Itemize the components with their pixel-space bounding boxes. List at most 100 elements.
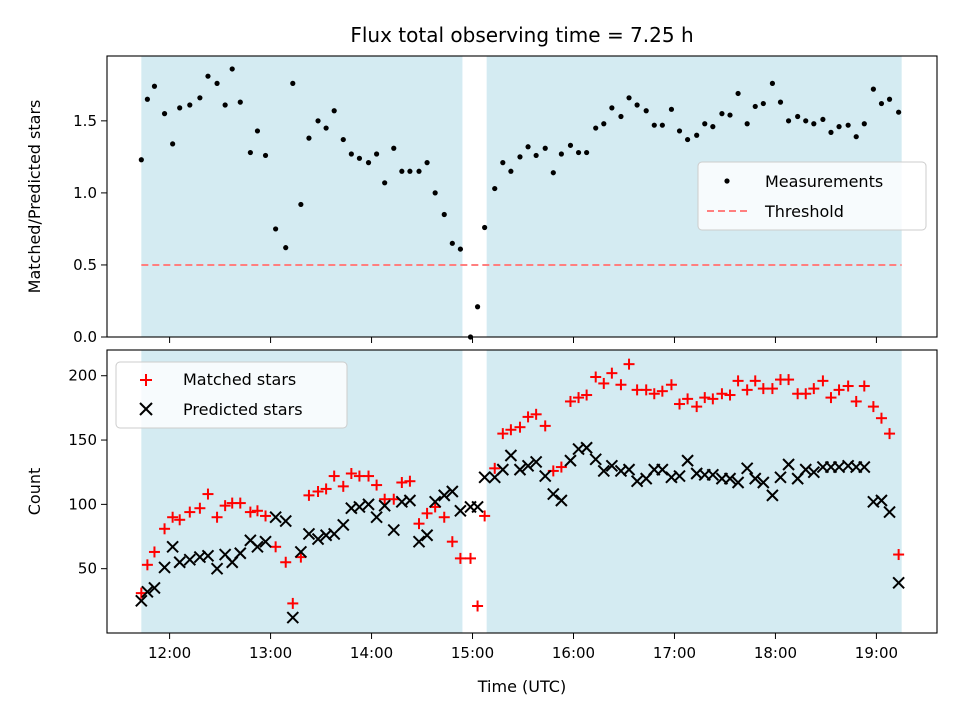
legend-threshold-label: Threshold [764,202,844,221]
predicted-star-point [454,504,467,518]
matched-star-point [825,392,837,404]
matched-star-point [724,389,736,401]
matched-star-point [539,420,551,432]
predicted-star-point [302,527,316,541]
observing-window-0 [141,56,463,337]
matched-star-point [674,398,686,410]
matched-star-point [251,505,263,517]
matched-star-point [303,489,315,501]
matched-star-point [396,476,408,488]
predicted-star-point [892,576,905,590]
count-y-axis-label: Count [25,468,44,516]
predicted-star-point [201,549,215,563]
predicted-star-point [183,553,197,566]
matched-star-point [732,375,744,387]
x-tick-label: 19:00 [855,644,898,662]
predicted-star-point [210,562,224,575]
predicted-star-point [774,471,787,484]
measurement-point [803,118,809,124]
measurement-point [432,190,438,196]
matched-star-point [555,461,567,473]
matched-star-point [202,488,214,500]
predicted-star-point [269,511,282,524]
measurement-point [161,111,168,117]
matched-star-point [337,480,349,492]
matched-star-point [270,541,282,553]
matched-star-point [691,401,703,413]
predicted-star-point [428,495,442,508]
measurement-point [187,102,193,108]
measurement-point [601,121,607,127]
predicted-star-point [412,535,426,548]
predicted-star-point [403,494,417,507]
x-tick-label: 17:00 [653,644,696,662]
measurement-point [290,80,296,86]
matched-star-point [388,493,400,505]
predicted-star-point [286,611,299,624]
count-y-ticks: 50 100 150 200 [68,367,107,578]
matched-star-point [429,501,441,513]
measurement-point [517,154,523,160]
measurement-point [229,66,235,72]
measurement-point [391,145,397,151]
measurement-point [769,80,776,86]
matched-star-point [833,384,845,396]
measurement-point [820,116,826,123]
matched-star-point [850,395,862,407]
predicted-star-point [564,454,577,467]
ratio-y-axis-label: Matched/Predicted stars [25,100,44,294]
matched-star-point [320,483,332,495]
matched-star-point [244,506,256,518]
matched-star-point [766,383,778,395]
measurement-point [144,96,150,102]
measurement-point [356,155,363,161]
measurement-point [727,112,733,118]
measurement-point [795,113,801,120]
matched-star-point [219,500,231,512]
chart-title: Flux total observing time = 7.25 h [350,23,693,47]
matched-star-point [606,367,618,379]
predicted-star-point [420,529,434,542]
legend-measurements-marker [724,178,730,184]
measurement-point [878,100,885,107]
measurement-point [237,99,243,105]
measurement-point [500,160,506,166]
ratio-panel: 0.0 0.5 1.0 1.5 Matched/Predicted stars Mea… [25,55,938,346]
predicted-star-point [158,561,171,574]
measurement-point [777,99,784,105]
measurement-points [138,66,902,340]
matched-star-point [497,428,509,440]
measurement-point [315,118,321,124]
legend-matched-marker [140,374,152,386]
predicted-star-point [496,463,510,476]
count-legend-box [115,361,348,429]
ratio-legend-box [697,161,927,231]
matched-star-point [211,511,223,523]
legend-predicted-label: Predicted stars [183,400,303,419]
matched-star-point [465,552,477,564]
measurement-point [331,108,337,114]
predicted-star-point [622,463,636,476]
matched-star-point [615,379,627,391]
predicted-star-point [362,498,375,511]
ratio-x-ticks [169,337,877,343]
measurement-point [785,118,792,124]
predicted-star-point [883,505,896,519]
predicted-star-point [749,472,762,485]
measurement-point [886,96,893,102]
matched-star-point [522,411,534,423]
x-tick-label: 15:00 [451,644,494,662]
matched-star-point [174,514,186,526]
measurement-point [474,304,481,310]
legend-predicted-marker [139,402,153,416]
measurement-point [735,90,741,97]
matched-star-point [148,546,160,558]
measurement-point [205,73,211,79]
observing-windows [141,350,902,633]
measurement-point [659,122,665,128]
predicted-star-point [766,489,779,502]
predicted-star-point [513,463,527,476]
predicted-star-point [681,454,694,467]
matched-star-point [741,384,753,396]
y-tick-label: 50 [78,560,97,578]
